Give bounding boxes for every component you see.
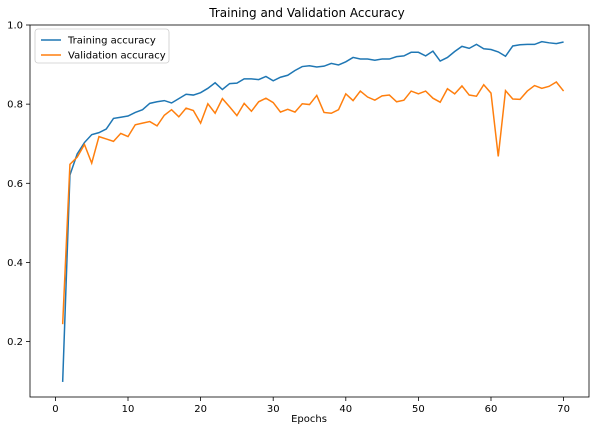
legend-box xyxy=(34,28,170,64)
x-axis-ticks: 0 10 20 30 40 50 60 70 xyxy=(52,397,570,415)
x-tick-label: 70 xyxy=(557,404,570,415)
x-tick-label: 20 xyxy=(194,404,207,415)
x-tick-label: 60 xyxy=(485,404,498,415)
x-tick-label: 30 xyxy=(267,404,280,415)
x-tick-label: 0 xyxy=(52,404,58,415)
series-layer xyxy=(61,40,565,382)
y-tick-label: 0.4 xyxy=(7,258,23,269)
training-accuracy-line xyxy=(61,40,564,382)
x-tick-label: 50 xyxy=(412,404,425,415)
legend: Training accuracy Validation accuracy xyxy=(34,28,170,64)
x-tick-label: 40 xyxy=(339,404,352,415)
plot-frame xyxy=(29,24,590,398)
y-tick-label: 1.0 xyxy=(7,21,23,32)
validation-accuracy-line xyxy=(61,81,565,325)
plot-area xyxy=(30,25,589,397)
legend-label: Validation accuracy xyxy=(68,51,166,62)
x-tick-label: 10 xyxy=(122,404,135,415)
legend-label: Training accuracy xyxy=(67,36,156,47)
x-axis-label: Epochs xyxy=(291,414,327,425)
y-axis-ticks: 0.2 0.4 0.6 0.8 1.0 xyxy=(7,21,30,348)
y-tick-label: 0.8 xyxy=(7,100,23,111)
y-tick-label: 0.6 xyxy=(7,179,23,190)
y-tick-label: 0.2 xyxy=(7,337,23,348)
chart-title: Training and Validation Accuracy xyxy=(208,6,404,20)
